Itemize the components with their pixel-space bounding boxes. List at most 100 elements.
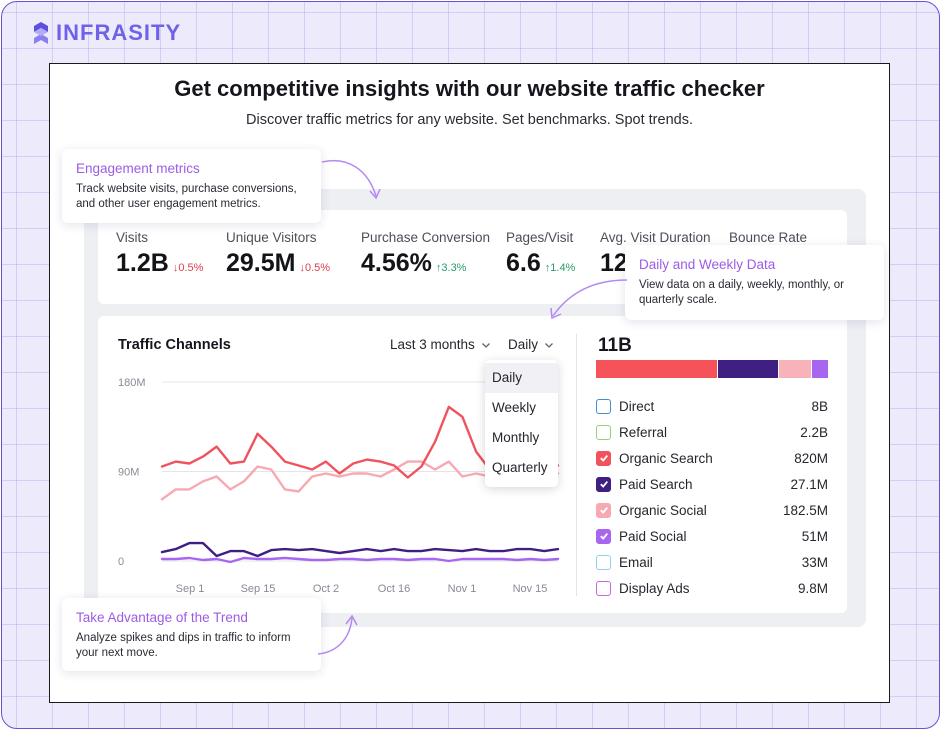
legend-value: 2.2B [800, 424, 828, 440]
legend-item-organic-search[interactable]: Organic Search 820M [596, 445, 828, 471]
metric-value: 6.6 [506, 249, 541, 277]
check-icon [599, 533, 608, 540]
callout-text: Analyze spikes and dips in traffic to in… [76, 632, 291, 659]
legend-value: 8B [811, 398, 828, 414]
metric-bounce-rate: Bounce Rate [729, 230, 807, 245]
series-line-paid-social [160, 556, 560, 564]
share-segment [596, 360, 718, 378]
x-tick-label: Sep 1 [176, 583, 205, 595]
legend-item-paid-social[interactable]: Paid Social 51M [596, 523, 828, 549]
legend-item-paid-search[interactable]: Paid Search 27.1M [596, 471, 828, 497]
metric-delta-up: ↑1.4% [544, 262, 576, 274]
legend-name: Email [619, 554, 653, 570]
legend-item-display-ads[interactable]: Display Ads 9.8M [596, 575, 828, 601]
checkbox-organic-social[interactable] [596, 502, 611, 518]
callout-arrow-icon [317, 614, 358, 655]
granularity-option-weekly[interactable]: Weekly [492, 400, 537, 415]
screenshot-frame: Get competitive insights with our websit… [49, 63, 890, 703]
traffic-channels-card: Traffic Channels Last 3 months Daily 180… [98, 316, 847, 613]
granularity-select[interactable]: Daily [508, 337, 554, 352]
metric-label: Bounce Rate [729, 230, 808, 245]
metric-value: 29.5M [226, 249, 296, 277]
y-tick-label: 0 [118, 556, 124, 568]
infrasity-logo-icon [34, 22, 48, 44]
callout-text: View data on a daily, weekly, monthly, o… [639, 279, 844, 306]
checkbox-referral[interactable] [596, 424, 611, 440]
legend-name: Referral [619, 424, 668, 440]
callout-arrow-icon [321, 159, 381, 200]
brand-name: INFRASITY [56, 20, 182, 45]
legend-item-direct[interactable]: Direct 8B [596, 393, 828, 419]
chevron-down-icon [481, 342, 490, 348]
check-icon [599, 507, 608, 514]
checkbox-organic-search[interactable] [596, 450, 611, 466]
date-range-select[interactable]: Last 3 months [390, 337, 491, 352]
legend-value: 182.5M [782, 502, 828, 518]
legend-value: 33M [801, 554, 828, 570]
series-line-paid-search [160, 541, 560, 558]
legend-name: Paid Social [619, 528, 687, 544]
metric-label: Unique Visitors [226, 230, 317, 245]
date-range-label: Last 3 months [390, 337, 475, 352]
legend-item-organic-social[interactable]: Organic Social 182.5M [596, 497, 828, 523]
share-segment [811, 360, 828, 378]
legend-item-referral[interactable]: Referral 2.2B [596, 419, 828, 445]
metric-value: 1.2B [116, 249, 169, 277]
metric-delta-up: ↑3.3% [435, 262, 467, 274]
metric-label: Purchase Conversion [361, 230, 491, 245]
x-tick-label: Nov 15 [513, 583, 548, 595]
granularity-option-monthly[interactable]: Monthly [492, 430, 540, 445]
metric-visits: Visits 1.2B ↓0.5% [116, 230, 203, 278]
channels-total: 11B [598, 335, 632, 356]
callout-title: Take Advantage of the Trend [76, 610, 248, 625]
callout-text: Track website visits, purchase conversio… [76, 183, 297, 210]
legend-name: Paid Search [619, 476, 693, 492]
callout-arrow-icon [550, 279, 628, 320]
metric-delta-down: ↓0.5% [299, 262, 331, 274]
metric-avg-visit-duration: Avg. Visit Duration 12 [600, 230, 711, 278]
metric-label: Avg. Visit Duration [600, 230, 711, 245]
legend-name: Display Ads [619, 580, 690, 596]
metric-label: Pages/Visit [506, 230, 574, 245]
checkbox-paid-search[interactable] [596, 476, 611, 492]
checkbox-display-ads[interactable] [596, 580, 611, 596]
legend-item-email[interactable]: Email 33M [596, 549, 828, 575]
metric-delta-down: ↓0.5% [172, 262, 204, 274]
metric-label: Visits [116, 230, 149, 245]
channel-share-bar [596, 360, 828, 378]
legend-value: 9.8M [797, 580, 828, 596]
page-title: Get competitive insights with our websit… [174, 76, 765, 101]
x-tick-label: Nov 1 [448, 583, 477, 595]
legend-value: 27.1M [790, 476, 828, 492]
legend-value: 820M [794, 450, 828, 466]
y-tick-label: 90M [118, 467, 139, 479]
granularity-label: Daily [508, 337, 539, 352]
page-subtitle: Discover traffic metrics for any website… [246, 112, 693, 128]
legend-name: Organic Search [619, 450, 713, 466]
callout-trend: Take Advantage of the Trend Analyze spik… [62, 598, 321, 671]
x-tick-label: Sep 15 [241, 583, 276, 595]
metric-purchase-conversion: Purchase Conversion 4.56% ↑3.3% [361, 230, 490, 278]
granularity-option-daily[interactable]: Daily [485, 363, 558, 393]
y-tick-label: 180M [118, 377, 146, 389]
checkbox-paid-social[interactable] [596, 528, 611, 544]
metric-unique-visitors: Unique Visitors 29.5M ↓0.5% [226, 230, 330, 278]
checkbox-email[interactable] [596, 554, 611, 570]
x-tick-label: Oct 2 [313, 583, 339, 595]
channel-legend: Direct 8B Referral 2.2B Organic Search 8… [596, 393, 828, 601]
chart-title: Traffic Channels [118, 337, 231, 353]
share-segment [718, 360, 778, 378]
granularity-option-quarterly[interactable]: Quarterly [492, 460, 548, 475]
metric-value: 4.56% [361, 249, 432, 277]
divider [576, 334, 577, 596]
callout-engagement: Engagement metrics Track website visits,… [62, 149, 321, 223]
metric-pages-per-visit: Pages/Visit 6.6 ↑1.4% [506, 230, 575, 278]
legend-name: Direct [619, 398, 655, 414]
legend-name: Organic Social [619, 502, 707, 518]
callout-daily-weekly: Daily and Weekly Data View data on a dai… [625, 245, 884, 320]
checkbox-direct[interactable] [596, 398, 611, 414]
callout-title: Engagement metrics [76, 161, 200, 176]
granularity-dropdown: Daily Weekly Monthly Quarterly [485, 360, 558, 487]
callout-title: Daily and Weekly Data [639, 257, 776, 272]
brand: INFRASITY [32, 20, 181, 46]
